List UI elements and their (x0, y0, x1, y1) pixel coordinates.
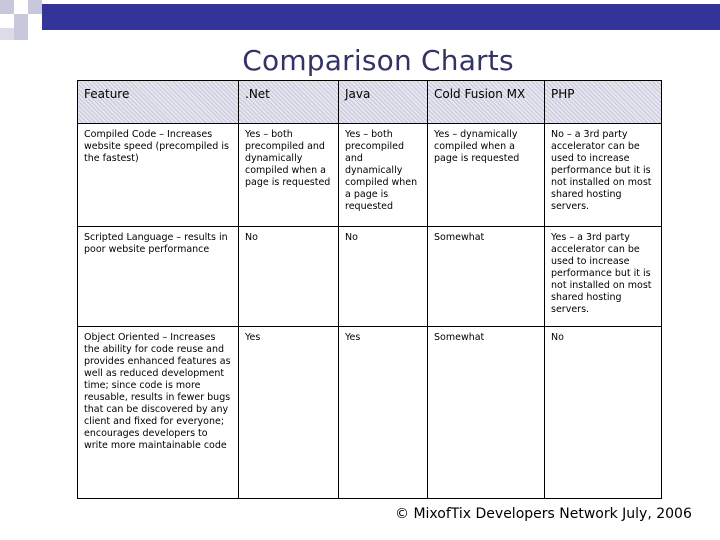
table-cell: No – a 3rd party accelerator can be used… (544, 123, 662, 227)
table-cell: Yes – a 3rd party accelerator can be use… (544, 226, 662, 327)
table-cell: Compiled Code – Increases website speed … (77, 123, 239, 227)
copyright-footer: © MixofTix Developers Network July, 2006 (395, 506, 692, 522)
table-header-row: Feature .Net Java Cold Fusion MX PHP (77, 80, 662, 124)
table-cell: Somewhat (427, 226, 545, 327)
table-cell: Yes – dynamically compiled when a page i… (427, 123, 545, 227)
table-row: Compiled Code – Increases website speed … (77, 123, 662, 227)
table-cell: Yes – both precompiled and dynamically c… (238, 123, 339, 227)
slide-title: Comparison Charts (242, 44, 514, 77)
corner-decoration (0, 0, 720, 40)
table-cell: Object Oriented – Increases the ability … (77, 326, 239, 499)
table-cell: No (238, 226, 339, 327)
header-cell: Java (338, 80, 428, 124)
table-cell: Scripted Language – results in poor webs… (77, 226, 239, 327)
table-cell: Yes – both precompiled and dynamically c… (338, 123, 428, 227)
header-cell: Cold Fusion MX (427, 80, 545, 124)
table-cell: Somewhat (427, 326, 545, 499)
table-row: Object Oriented – Increases the ability … (77, 326, 662, 499)
header-cell: Feature (77, 80, 239, 124)
table-cell: Yes (238, 326, 339, 499)
table-cell: No (544, 326, 662, 499)
header-cell: PHP (544, 80, 662, 124)
table-row: Scripted Language – results in poor webs… (77, 226, 662, 327)
comparison-table: Feature .Net Java Cold Fusion MX PHP Com… (77, 80, 662, 499)
header-cell: .Net (238, 80, 339, 124)
table-cell: No (338, 226, 428, 327)
table-cell: Yes (338, 326, 428, 499)
